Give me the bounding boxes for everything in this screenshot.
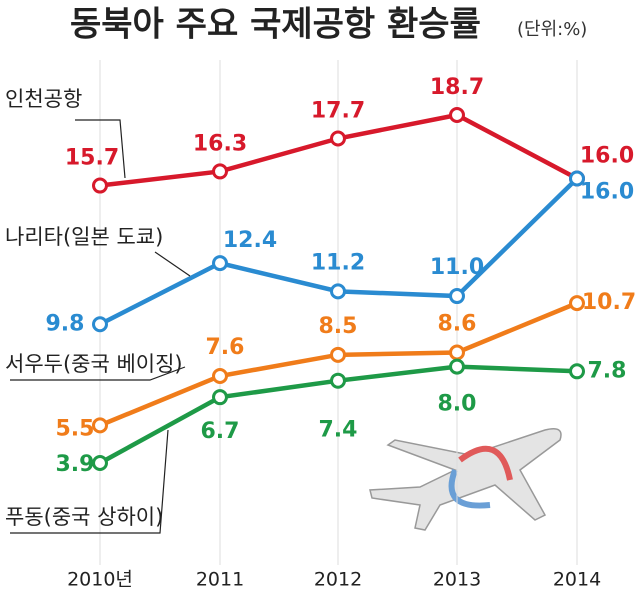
point <box>92 417 108 434</box>
value-label: 8.0 <box>438 392 477 417</box>
point <box>92 316 108 333</box>
value-label: 15.7 <box>65 146 119 171</box>
value-label: 16.0 <box>580 143 634 168</box>
value-label: 7.8 <box>588 358 627 383</box>
arrow <box>448 468 491 509</box>
leader-line <box>10 366 186 381</box>
x-tick-label: 2013 <box>433 569 481 591</box>
point <box>212 255 228 272</box>
value-label: 8.5 <box>319 314 358 339</box>
value-label: 12.4 <box>223 228 277 253</box>
x-tick-label: 2012 <box>314 569 362 591</box>
point <box>330 130 346 147</box>
legend-label: 푸동(중국 상하이) <box>5 505 163 529</box>
leader-line <box>75 119 126 179</box>
x-tick-label: 2010년 <box>67 569 133 591</box>
chart-subtitle: (단위:%) <box>517 19 587 40</box>
series: 15.7 16.3 17.7 18.7 16.0 인천공항 <box>5 75 634 194</box>
value-label: 10.7 <box>582 290 636 315</box>
value-label: 7.6 <box>206 335 245 360</box>
legend-label: 인천공항 <box>5 87 82 111</box>
value-label: 16.0 <box>580 179 634 204</box>
value-label: 11.2 <box>311 250 365 275</box>
value-label: 11.0 <box>430 255 484 280</box>
x-tick-label: 2014 <box>553 569 601 591</box>
leader-line <box>10 429 169 534</box>
series: 5.5 7.6 8.5 8.6 10.7 서우두(중국 베이징) <box>5 290 636 441</box>
chart-title: 동북아 주요 국제공항 환승률 <box>70 5 481 45</box>
point <box>449 288 465 305</box>
airplane-icon <box>369 428 562 531</box>
point <box>330 346 346 363</box>
value-label: 6.7 <box>201 419 240 444</box>
x-tick-label: 2011 <box>196 569 244 591</box>
value-label: 3.9 <box>56 452 95 477</box>
point <box>212 389 228 406</box>
legend-label: 나리타(일본 도쿄) <box>5 225 163 249</box>
point <box>212 163 228 180</box>
point <box>92 177 108 194</box>
point <box>449 358 465 375</box>
point <box>330 283 346 300</box>
point <box>569 295 585 312</box>
point <box>92 455 108 471</box>
point <box>569 170 585 187</box>
point <box>212 368 228 384</box>
plane-body <box>369 428 562 531</box>
value-label: 7.4 <box>319 418 358 443</box>
value-label: 18.7 <box>430 75 484 100</box>
point <box>449 107 465 123</box>
leader-line <box>154 251 191 277</box>
value-label: 8.6 <box>438 311 477 336</box>
value-label: 17.7 <box>311 99 365 124</box>
point <box>569 363 585 380</box>
value-label: 5.5 <box>56 416 95 441</box>
series: 3.9 6.7 7.4 8.0 7.8 푸동(중국 상하이) <box>5 358 627 534</box>
value-label: 16.3 <box>193 131 247 156</box>
series: 9.8 12.4 11.2 11.0 16.0 나리타(일본 도쿄) <box>5 170 634 336</box>
point <box>330 372 346 389</box>
arrow <box>458 445 513 481</box>
value-label: 9.8 <box>46 311 85 336</box>
point <box>449 344 465 361</box>
legend-label: 서우두(중국 베이징) <box>5 352 183 376</box>
